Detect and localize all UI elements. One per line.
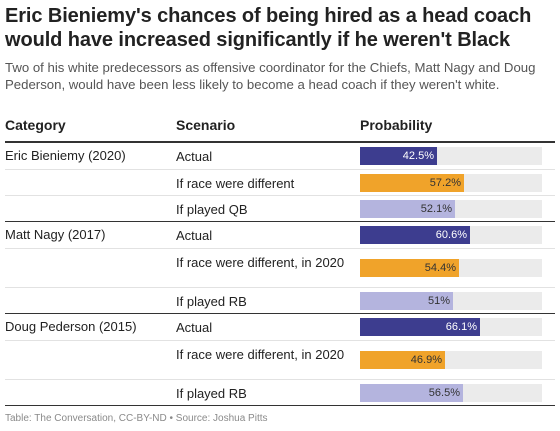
bar-track: 54.4%	[360, 259, 542, 277]
table-group: Doug Pederson (2015) Actual 66.1% If race w…	[5, 314, 555, 406]
bar-track: 66.1%	[360, 318, 542, 336]
column-header-probability: Probability	[360, 117, 433, 133]
bar-track: 42.5%	[360, 147, 542, 165]
bar-value-label: 54.4%	[424, 262, 456, 274]
table-row: If race were different, in 2020 54.4%	[5, 248, 555, 287]
table-body: Eric Bieniemy (2020) Actual 42.5% If race w…	[5, 143, 555, 406]
category-label: Doug Pederson (2015)	[5, 319, 137, 334]
table-group: Matt Nagy (2017) Actual 60.6% If race were …	[5, 222, 555, 314]
bar-race	[360, 259, 459, 277]
table-row: If race were different, in 2020 46.9%	[5, 340, 555, 379]
scenario-label: Actual	[176, 228, 213, 243]
column-header-category: Category	[5, 117, 66, 133]
table-row: If played RB 51%	[5, 287, 555, 313]
chart-title: Eric Bieniemy's chances of being hired a…	[5, 5, 532, 51]
category-label: Eric Bieniemy (2020)	[5, 148, 126, 163]
bar-position	[360, 292, 453, 310]
bar-race	[360, 174, 464, 192]
scenario-label: If played QB	[176, 202, 248, 217]
table-group: Eric Bieniemy (2020) Actual 42.5% If race w…	[5, 143, 555, 222]
chart-subtitle: Two of his white predecessors as offensi…	[5, 60, 536, 92]
bar-track: 52.1%	[360, 200, 542, 218]
bar-track: 60.6%	[360, 226, 542, 244]
table-row: If played RB 56.5%	[5, 379, 555, 405]
bar-track: 51%	[360, 292, 542, 310]
bar-value-label: 51%	[427, 295, 450, 307]
bar-value-label: 46.9%	[410, 354, 442, 366]
bar-actual	[360, 147, 437, 165]
scenario-label: Actual	[176, 320, 213, 335]
bar-position	[360, 384, 463, 402]
bar-actual	[360, 226, 470, 244]
bar-value-label: 57.2%	[429, 177, 461, 189]
scenario-label: Actual	[176, 149, 213, 164]
table-header: Category Scenario Probability	[5, 115, 555, 143]
scenario-label: If race were different, in 2020	[176, 347, 345, 362]
category-label: Matt Nagy (2017)	[5, 227, 106, 242]
source-footer: Table: The Conversation, CC-BY-ND • Sour…	[5, 413, 268, 424]
table-row: Actual 60.6%	[5, 222, 555, 248]
bar-value-label: 42.5%	[402, 150, 434, 162]
column-header-scenario: Scenario	[176, 117, 236, 133]
bar-track: 57.2%	[360, 174, 542, 192]
bar-value-label: 66.1%	[445, 321, 477, 333]
bar-race	[360, 351, 445, 369]
bar-position	[360, 200, 455, 218]
scenario-label: If race were different	[176, 176, 295, 191]
bar-value-label: 52.1%	[420, 203, 452, 215]
table-row: Actual 42.5%	[5, 143, 555, 169]
probability-table: Category Scenario Probability Eric Bieni…	[5, 115, 555, 406]
bar-actual	[360, 318, 480, 336]
table-row: If race were different 57.2%	[5, 169, 555, 195]
table-row: Actual 66.1%	[5, 314, 555, 340]
table-row: If played QB 52.1%	[5, 195, 555, 221]
scenario-label: If played RB	[176, 294, 247, 309]
scenario-label: If race were different, in 2020	[176, 255, 345, 270]
bar-track: 56.5%	[360, 384, 542, 402]
bar-value-label: 56.5%	[428, 387, 460, 399]
bar-track: 46.9%	[360, 351, 542, 369]
scenario-label: If played RB	[176, 386, 247, 401]
bar-value-label: 60.6%	[435, 229, 467, 241]
